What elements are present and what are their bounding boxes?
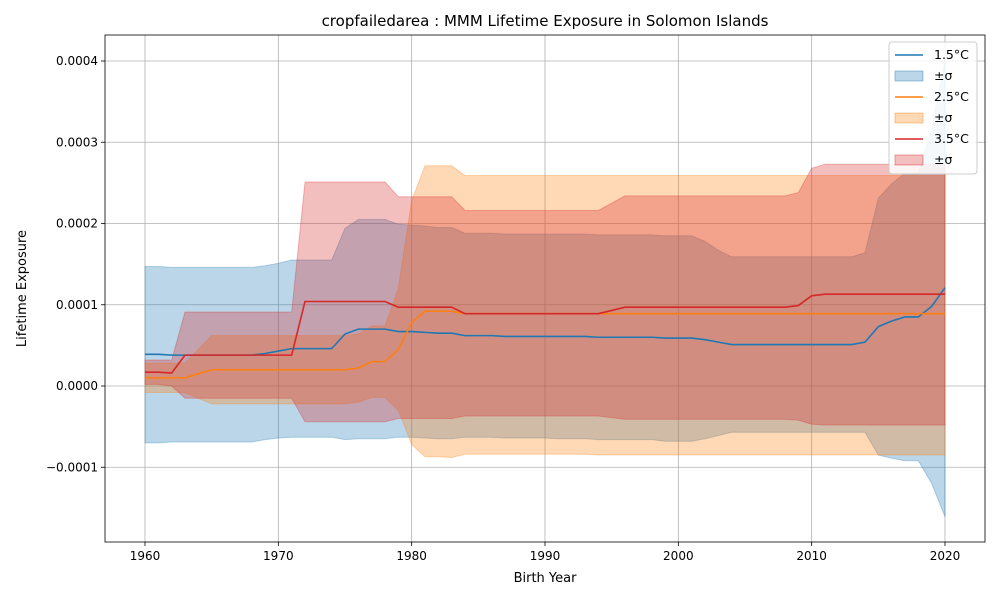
x-tick-label: 1980: [396, 549, 427, 563]
x-tick-label: 2020: [930, 549, 961, 563]
y-tick-label: 0.0003: [56, 135, 98, 149]
y-tick-label: 0.0000: [56, 379, 98, 393]
y-tick-label: 0.0004: [56, 54, 98, 68]
sigma-band-3: [144, 163, 946, 426]
legend-band-swatch: [894, 154, 924, 166]
legend: 1.5°C ±σ 2.5°C ±σ 3.5°C ±σ: [888, 41, 978, 175]
x-axis-ticks: 1960 1970 1980 1990 2000 2010 2020: [130, 542, 961, 563]
legend-box: [888, 41, 978, 175]
y-tick-label: 0.0002: [56, 217, 98, 231]
x-tick-label: 1990: [530, 549, 561, 563]
series-line-3: [145, 293, 945, 374]
legend-series-name: 3.5°C: [934, 131, 969, 146]
sigma-band-2: [144, 165, 946, 459]
x-axis-label: Birth Year: [514, 571, 578, 586]
legend-band-name: ±σ: [934, 152, 952, 167]
grid-lines: [105, 35, 985, 542]
x-tick-label: 1960: [130, 549, 161, 563]
series-line-1: [145, 287, 946, 356]
x-tick-label: 2000: [663, 549, 694, 563]
chart-title: cropfailedarea : MMM Lifetime Exposure i…: [322, 12, 769, 30]
y-tick-label: 0.0001: [56, 298, 98, 312]
legend-band-name: ±σ: [934, 110, 952, 125]
y-tick-label: −0.0001: [46, 460, 98, 474]
legend-series-name: 1.5°C: [934, 47, 969, 62]
series-lines: [145, 287, 946, 379]
legend-band-name: ±σ: [934, 68, 952, 83]
legend-band-swatch: [894, 112, 924, 124]
y-axis-ticks: −0.0001 0.0000 0.0001 0.0002 0.0003 0.0004: [46, 54, 105, 474]
x-tick-label: 1970: [263, 549, 294, 563]
x-tick-label: 2010: [796, 549, 827, 563]
sigma-bands: [144, 59, 946, 517]
sigma-band-1: [144, 59, 946, 517]
y-axis-label: Lifetime Exposure: [15, 230, 30, 347]
legend-band-swatch: [894, 70, 924, 82]
legend-series-name: 2.5°C: [934, 89, 969, 104]
